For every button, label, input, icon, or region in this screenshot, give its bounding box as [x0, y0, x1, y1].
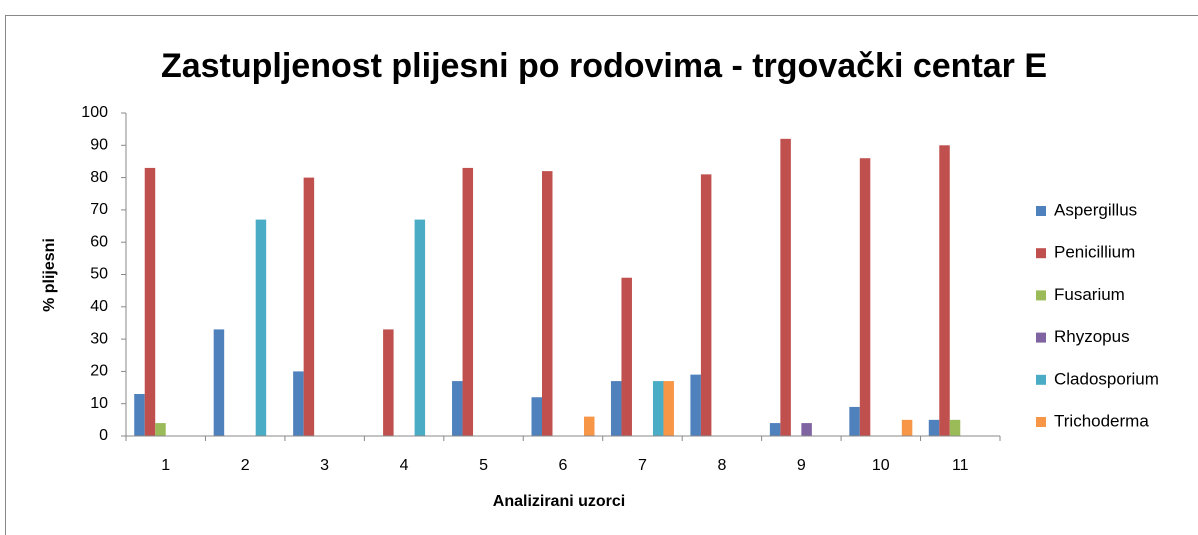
bar: [652, 381, 664, 436]
legend-label: Fusarium: [1054, 285, 1125, 304]
bar: [414, 219, 426, 436]
bar: [134, 394, 145, 436]
x-tick-label: 1: [161, 457, 170, 474]
bar: [859, 158, 871, 436]
legend-label: Cladosporium: [1054, 369, 1159, 388]
bar: [663, 381, 674, 436]
x-tick-label: 8: [717, 457, 726, 474]
bar: [144, 167, 156, 436]
y-tick-label: 80: [90, 169, 108, 186]
chart-title: Zastupljenost plijesni po rodovima - trg…: [161, 47, 1047, 85]
bar: [155, 423, 166, 436]
bar: [801, 423, 812, 436]
legend-swatch: [1036, 248, 1046, 259]
bar: [690, 374, 701, 436]
x-tick-label: 7: [638, 457, 647, 474]
bar: [939, 145, 950, 437]
x-tick-label: 10: [872, 457, 890, 474]
bar: [849, 406, 860, 436]
y-tick-label: 20: [90, 363, 108, 380]
y-tick-label: 90: [90, 137, 108, 154]
bar: [452, 381, 463, 436]
legend-swatch: [1036, 332, 1046, 343]
bar: [780, 138, 791, 436]
legend-swatch: [1036, 417, 1046, 427]
bar: [901, 419, 913, 436]
legend-swatch: [1036, 374, 1046, 385]
x-tick-label: 9: [797, 457, 806, 474]
y-tick-label: 70: [90, 201, 108, 218]
legend-label: Trichoderma: [1054, 411, 1149, 430]
y-tick-label: 0: [99, 427, 108, 444]
y-axis-label: % plijesni: [41, 238, 58, 312]
bar: [531, 397, 542, 436]
legend-label: Rhyzopus: [1054, 327, 1130, 346]
legend-label: Aspergillus: [1054, 200, 1137, 219]
x-tick-label: 4: [400, 457, 409, 474]
y-tick-label: 30: [90, 330, 108, 347]
y-tick-label: 100: [81, 104, 108, 121]
y-tick-label: 50: [90, 266, 108, 283]
bar: [700, 174, 712, 436]
bar: [303, 177, 315, 436]
legend-swatch: [1036, 290, 1046, 301]
bar: [255, 219, 267, 436]
bar: [928, 419, 940, 436]
bar: [769, 423, 781, 436]
bar: [383, 329, 394, 436]
bar: [293, 371, 304, 436]
legend-swatch: [1036, 206, 1046, 216]
bar: [610, 381, 622, 436]
legend-label: Penicillium: [1054, 243, 1135, 262]
y-tick-label: 60: [90, 233, 108, 250]
y-tick-label: 40: [90, 298, 108, 315]
x-tick-label: 3: [320, 457, 329, 474]
bar: [213, 329, 225, 436]
bar: [949, 419, 961, 436]
x-tick-label: 5: [479, 457, 488, 474]
x-tick-label: 2: [241, 457, 250, 474]
x-tick-label: 6: [559, 457, 568, 474]
chart-frame: [5, 15, 1198, 535]
y-tick-label: 10: [90, 395, 108, 412]
bar: [621, 277, 632, 436]
x-axis-label: Analizirani uzorci: [493, 493, 625, 510]
x-tick-label: 11: [952, 457, 969, 474]
bar: [584, 416, 595, 436]
bar: [462, 167, 474, 436]
bar: [542, 171, 553, 436]
